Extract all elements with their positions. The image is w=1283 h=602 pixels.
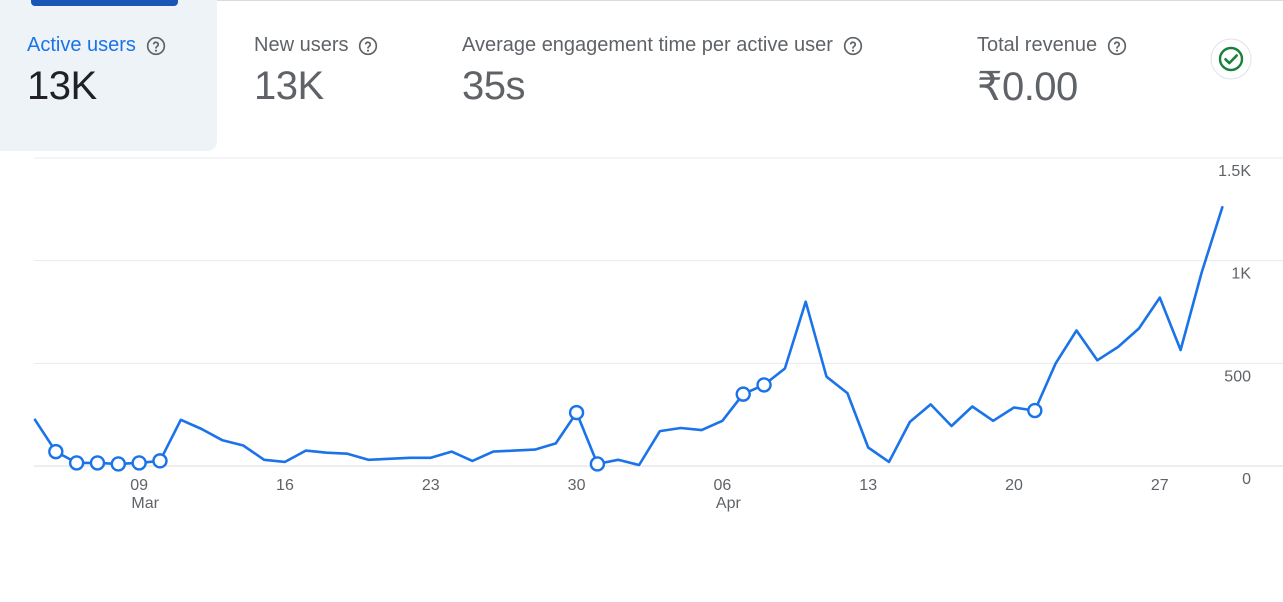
help-icon[interactable] bbox=[358, 36, 378, 56]
metric-value: ₹0.00 bbox=[977, 65, 1078, 109]
data-point bbox=[152, 453, 168, 469]
data-point bbox=[131, 455, 147, 471]
x-tick-month-label: Apr bbox=[716, 495, 742, 512]
top-divider bbox=[0, 0, 1283, 1]
metric-title: Active users bbox=[27, 34, 166, 57]
series-line bbox=[33, 206, 1224, 467]
metric-tab-total-revenue[interactable]: Total revenue ₹0.00 bbox=[955, 0, 1175, 151]
data-point bbox=[756, 377, 772, 393]
x-tick-label: 13 bbox=[859, 477, 877, 494]
x-tick-label: 16 bbox=[276, 477, 294, 494]
x-tick-label: 20 bbox=[1005, 477, 1023, 494]
y-tick-label: 1K bbox=[1231, 266, 1251, 283]
x-tick-label: 23 bbox=[422, 477, 440, 494]
help-icon[interactable] bbox=[843, 36, 863, 56]
y-tick-label: 1.5K bbox=[1218, 163, 1251, 180]
help-icon[interactable] bbox=[146, 36, 166, 56]
x-tick-label: 09 bbox=[130, 477, 148, 494]
metric-tab-new-users[interactable]: New users 13K bbox=[230, 0, 420, 151]
metric-label: Average engagement time per active user bbox=[462, 34, 833, 56]
x-tick-label: 30 bbox=[568, 477, 586, 494]
metric-label: New users bbox=[254, 34, 349, 56]
metric-value: 13K bbox=[27, 64, 97, 108]
data-point bbox=[589, 456, 606, 472]
data-point bbox=[89, 455, 106, 471]
metric-title: New users bbox=[254, 34, 378, 57]
data-point bbox=[1027, 402, 1043, 419]
active-tab-indicator bbox=[31, 0, 178, 6]
data-point bbox=[68, 455, 85, 471]
help-icon[interactable] bbox=[1107, 36, 1127, 56]
data-point bbox=[110, 456, 127, 472]
metric-value: 13K bbox=[254, 64, 324, 108]
data-point bbox=[568, 404, 585, 421]
metric-title: Total revenue bbox=[977, 34, 1127, 57]
check-circle-icon[interactable] bbox=[1210, 38, 1252, 80]
metric-label: Total revenue bbox=[977, 34, 1098, 56]
metric-title: Average engagement time per active user bbox=[462, 34, 863, 57]
y-tick-label: 500 bbox=[1224, 368, 1251, 385]
metric-tab-active-users[interactable]: Active users 13K bbox=[0, 0, 217, 151]
metric-label: Active users bbox=[27, 34, 136, 56]
data-point bbox=[48, 443, 64, 460]
x-tick-month-label: Mar bbox=[131, 495, 159, 512]
data-point bbox=[735, 386, 751, 402]
metric-value: 35s bbox=[462, 64, 526, 108]
y-tick-label: 0 bbox=[1242, 471, 1251, 488]
metric-tab-engagement-time[interactable]: Average engagement time per active user … bbox=[440, 0, 920, 151]
x-tick-label: 27 bbox=[1151, 477, 1169, 494]
x-tick-label: 06 bbox=[713, 477, 731, 494]
